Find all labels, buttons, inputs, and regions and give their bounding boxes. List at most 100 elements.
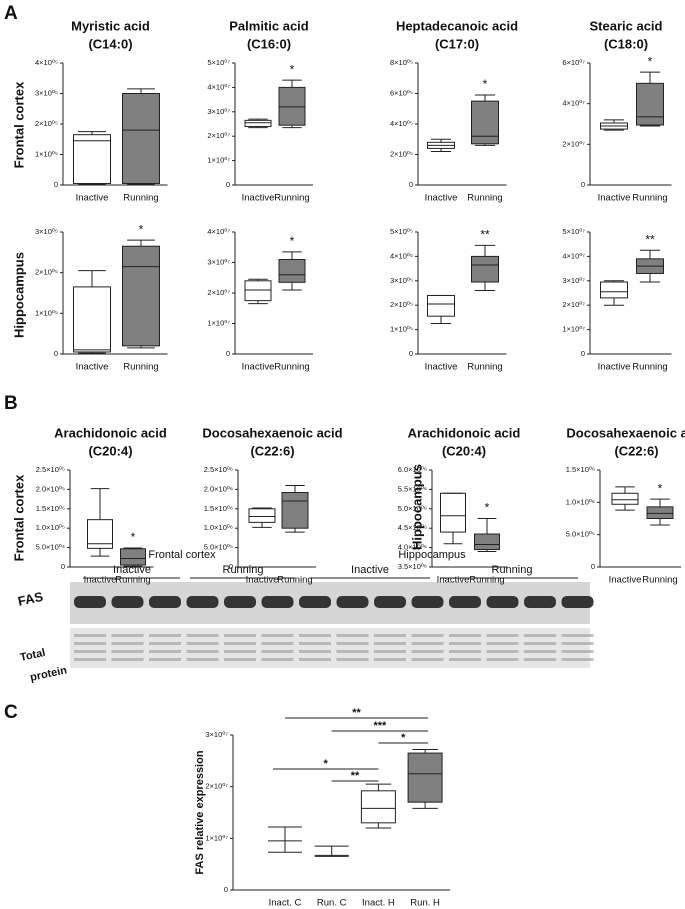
- y-tick-label: 1×10⁰⁷: [205, 833, 228, 842]
- protein-band: [74, 634, 106, 637]
- x-tick-label: Running: [274, 193, 309, 204]
- chart-subtitle: (C20:4): [88, 443, 132, 458]
- x-tick-label: Inact. C: [269, 898, 302, 909]
- box: [407, 752, 443, 803]
- significance: **: [480, 228, 490, 242]
- protein-band: [149, 650, 181, 653]
- chart-title: Myristic acid: [71, 18, 150, 33]
- box-chart: 0 5.0×10⁰⁵ 1.0×10⁰⁶ 1.5×10⁰⁶ 2.0×10⁰⁶ 2.5×10⁰…: [202, 425, 342, 585]
- significance: *: [290, 234, 295, 248]
- y-tick-label: 6.0×10⁰⁶: [398, 465, 427, 474]
- blot-band: [336, 596, 369, 608]
- blot-band: [74, 596, 106, 608]
- significance: *: [658, 481, 663, 495]
- y-tick-label: 0: [61, 562, 65, 571]
- blot-group: Inactive: [351, 564, 389, 576]
- y-tick-label: 6×10⁰⁷: [562, 58, 585, 67]
- y-tick-label: 2.5×10⁰⁵: [36, 465, 65, 474]
- y-tick-label: 0: [581, 180, 585, 189]
- protein-band: [411, 650, 444, 653]
- box: [120, 548, 146, 566]
- box-chart: 0 1×10⁰⁷ 2×10⁰⁷ 3×10⁰⁷ 4×10⁰⁷ 5×10⁰⁷ Inactive R…: [562, 227, 672, 373]
- protein-band: [186, 650, 219, 653]
- blot-row-label: FAS: [16, 589, 44, 609]
- protein-band: [524, 658, 556, 661]
- protein-band: [524, 634, 556, 637]
- blot-band: [374, 596, 406, 608]
- chart-title: Docosahexaenoic acid: [566, 425, 685, 440]
- chart-title: Arachidonoic acid: [408, 425, 521, 440]
- panel-label: A: [4, 3, 18, 24]
- protein-band: [111, 658, 144, 661]
- protein-band: [336, 642, 369, 645]
- row-label: Hippocampus: [11, 252, 26, 338]
- protein-band: [561, 658, 594, 661]
- blot-band: [186, 596, 219, 608]
- y-tick-label: 4×10⁰⁷: [562, 251, 585, 260]
- y-tick-label: 0: [224, 885, 228, 894]
- y-tick-label: 1.0×10⁰⁶: [204, 523, 233, 532]
- box: [474, 533, 500, 551]
- x-tick-label: Inactive: [84, 575, 117, 586]
- x-tick-label: Inact. H: [362, 898, 395, 909]
- y-tick-label: 1×10⁰⁵: [390, 325, 413, 334]
- protein-band: [74, 658, 106, 661]
- x-tick-label: Running: [123, 362, 158, 373]
- box-chart: 0 1×10⁰⁵ 2×10⁰⁵ 3×10⁰⁵ 4×10⁰⁵ Myristic acid (C…: [35, 18, 168, 204]
- blot-region: Frontal cortex: [148, 549, 216, 561]
- protein-band: [224, 658, 256, 661]
- y-tick-label: 4×10⁰⁷: [562, 99, 585, 108]
- protein-band: [261, 650, 294, 653]
- x-tick-label: Inactive: [425, 362, 458, 373]
- y-tick-label: 0: [226, 180, 230, 189]
- box-chart: 0 2×10⁰⁵ 4×10⁰⁵ 6×10⁰⁵ 8×10⁰⁵ Heptadecanoic a…: [390, 18, 518, 203]
- y-tick-label: 5×10⁰⁷: [562, 227, 585, 236]
- box: [73, 134, 111, 184]
- protein-band: [411, 634, 444, 637]
- y-tick-label: 1.5×10⁰⁶: [204, 504, 233, 513]
- western-blot: Frontal cortex Hippocampus Inactive Runn…: [16, 549, 594, 684]
- chart-subtitle: (C22:6): [250, 443, 294, 458]
- blot-row-label: Total: [19, 647, 46, 664]
- x-tick-label: Inactive: [76, 362, 109, 373]
- y-tick-label: 4×10⁰⁷: [207, 227, 230, 236]
- y-tick-label: 0: [226, 349, 230, 358]
- protein-band: [486, 658, 519, 661]
- blot-band: [261, 596, 294, 608]
- box: [471, 255, 499, 283]
- protein-band: [149, 642, 181, 645]
- y-tick-label: 4×10⁰⁷: [207, 82, 230, 91]
- significance: *: [483, 77, 488, 91]
- protein-band: [186, 634, 219, 637]
- panel-label: C: [4, 702, 18, 723]
- box-chart: 0 5.0×10⁰⁴ 1.0×10⁰⁵ 1.5×10⁰⁵ 2.0×10⁰⁵ 2.5×10⁰…: [36, 425, 167, 585]
- blot-band: [299, 596, 331, 608]
- blot-row-label: protein: [29, 664, 68, 684]
- y-tick-label: 2×10⁰⁷: [207, 131, 230, 140]
- box-chart: 0 1×10⁰⁵ 2×10⁰⁵ 3×10⁰⁵ 4×10⁰⁵ 5×10⁰⁵ Inactive R…: [390, 227, 507, 373]
- protein-band: [74, 650, 106, 653]
- y-tick-label: 3×10⁰⁵: [35, 227, 58, 236]
- protein-band: [374, 650, 406, 653]
- y-tick-label: 2×10⁰⁷: [205, 782, 228, 791]
- x-tick-label: Running: [123, 193, 158, 204]
- significance: *: [648, 54, 653, 68]
- y-tick-label: 3.5×10⁰⁶: [398, 562, 427, 571]
- y-tick-label: 6×10⁰⁵: [390, 88, 413, 97]
- box: [646, 506, 674, 519]
- box-chart: 0 1×10⁰⁷ 2×10⁰⁷ 3×10⁰⁷ 4×10⁰⁷ Inactive Running…: [207, 227, 313, 373]
- protein-band: [561, 634, 594, 637]
- box: [248, 508, 276, 523]
- blot-band: [524, 596, 556, 608]
- y-tick-label: 2×10⁰⁷: [207, 288, 230, 297]
- protein-band: [411, 642, 444, 645]
- blot-band: [561, 596, 594, 608]
- box: [278, 258, 306, 283]
- box-chart: 3.5×10⁰⁶ 4.0×10⁰⁶ 4.5×10⁰⁶ 5.0×10⁰⁶ 5.5×10⁰⁶…: [398, 425, 521, 585]
- chart-title: Stearic acid: [590, 18, 663, 33]
- protein-band: [299, 642, 331, 645]
- y-tick-label: 1.5×10⁰⁶: [566, 465, 595, 474]
- y-tick-label: 1×10⁰⁷: [207, 156, 230, 165]
- significance: *: [485, 501, 490, 515]
- chart-title: Palmitic acid: [229, 18, 309, 33]
